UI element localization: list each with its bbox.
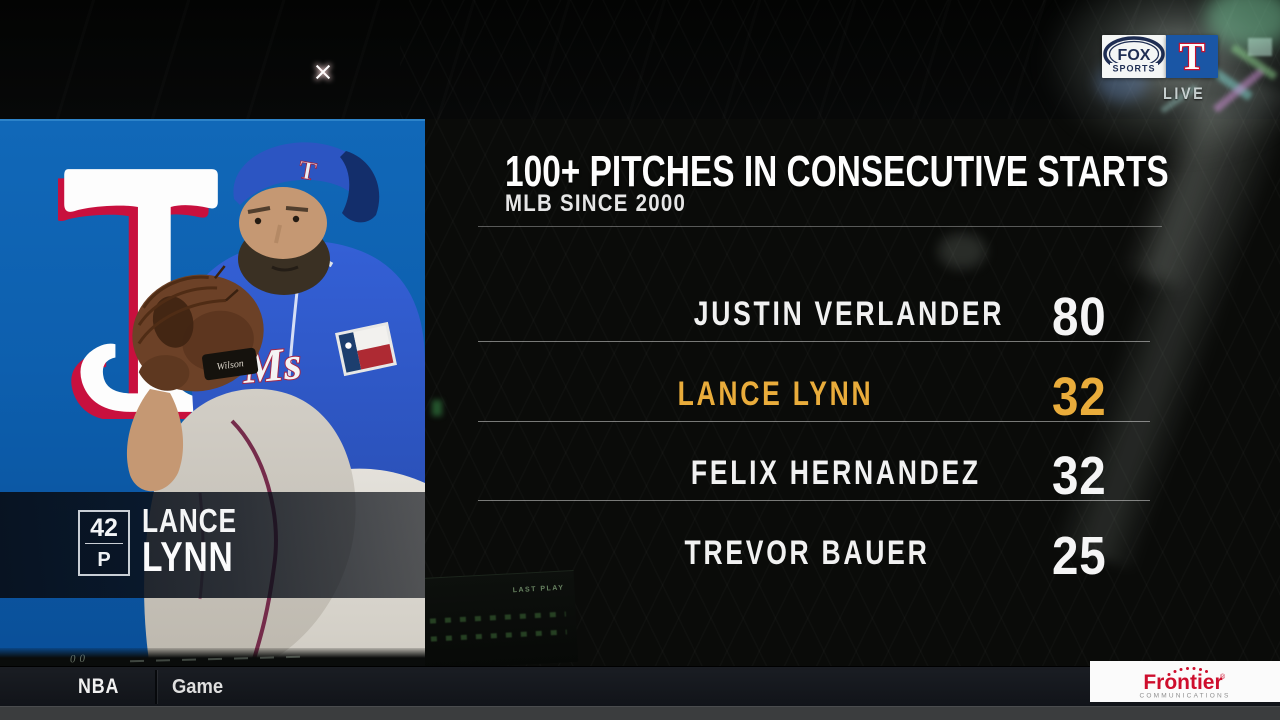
sports-wordmark: SPORTS	[1112, 64, 1155, 74]
background-scoreboard: LAST PLAY	[419, 570, 579, 670]
player-position: P	[97, 549, 111, 571]
registered-mark: ®	[1220, 673, 1226, 681]
scoreboard-digits-row	[429, 611, 566, 624]
row-separator	[478, 500, 1150, 501]
texas-flag-patch	[335, 321, 397, 377]
stat-row-name: JUSTIN VERLANDER	[693, 295, 1005, 333]
light-glint	[1248, 38, 1272, 56]
frontier-wordmark: Frontier	[1143, 671, 1222, 694]
live-badge: LIVE	[1163, 84, 1206, 103]
title-underline	[478, 226, 1162, 227]
number-box-divider	[85, 543, 123, 544]
green-light-blip	[432, 400, 442, 416]
rangers-logo-badge: T	[1166, 35, 1218, 78]
row-separator	[478, 421, 1150, 422]
ticker-divider	[155, 670, 157, 704]
cap-logo-letter: T	[296, 155, 318, 187]
news-ticker: NBA Game 5	[0, 666, 1280, 720]
glove-brand-label: Wilson	[216, 358, 245, 373]
fox-wordmark: FOX	[1118, 47, 1151, 64]
card-bottom-shadow	[0, 648, 425, 666]
bottom-gray-strip	[0, 706, 1280, 720]
jersey-number-box: 42 P	[78, 510, 130, 576]
stat-row-name: TREVOR BAUER	[684, 534, 930, 572]
frontier-logo: Frontier ® COMMUNICATIONS	[1090, 661, 1280, 702]
scoreboard-label: LAST PLAY	[512, 584, 565, 595]
baseball-glove: Wilson	[132, 265, 264, 392]
rangers-t-watermark-logo	[58, 169, 218, 419]
frontier-subtext: COMMUNICATIONS	[1140, 693, 1231, 700]
frontier-dots-arc	[1167, 667, 1208, 676]
row-separator	[478, 341, 1150, 342]
scoreboard-digits-row	[430, 629, 567, 642]
player-card: Ms	[0, 119, 425, 666]
stat-row-name-highlighted: LANCE LYNN	[677, 375, 874, 413]
player-name-band: 42 P LANCE LYNN	[0, 492, 425, 598]
fox-sports-logo: FOX SPORTS	[1102, 35, 1166, 78]
jersey-number: 42	[90, 514, 118, 542]
rangers-t-letter: T	[1179, 36, 1204, 78]
ticker-league-label: NBA	[77, 675, 119, 698]
light-spot	[938, 233, 986, 269]
stat-row-name: FELIX HERNANDEZ	[690, 454, 981, 492]
chalk-text: 00	[69, 652, 90, 666]
